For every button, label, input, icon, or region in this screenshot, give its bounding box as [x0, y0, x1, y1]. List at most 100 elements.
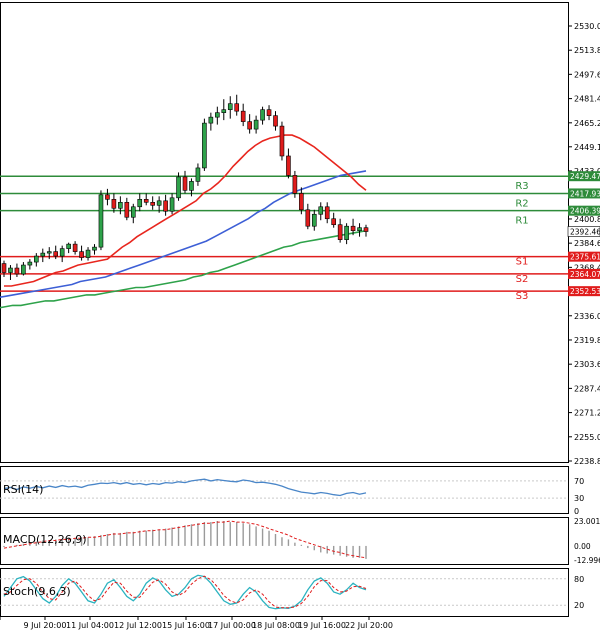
candle: [1, 260, 7, 278]
candle: [234, 94, 240, 116]
candle: [311, 209, 317, 231]
candle: [137, 193, 143, 212]
candle-body-up: [344, 225, 349, 240]
candle: [279, 121, 285, 161]
candle: [202, 118, 207, 171]
candle: [189, 178, 194, 197]
y-tick-label: 2368.45: [574, 263, 600, 272]
candle: [14, 263, 20, 278]
candle-body-down: [182, 176, 188, 191]
candle-body-down: [331, 218, 336, 226]
level-price-box: [568, 205, 600, 216]
candle-body-up: [221, 109, 227, 113]
candle: [21, 262, 26, 276]
candle-body-up: [357, 227, 362, 231]
level-price-label: 2429.47: [570, 172, 600, 181]
candle-body-down: [72, 243, 78, 252]
candle-body-down: [240, 110, 246, 122]
candle: [363, 224, 369, 237]
candle-body-down: [350, 225, 356, 231]
candle: [27, 259, 33, 270]
candle-body-up: [195, 167, 201, 182]
y-tick-label: 2530.00: [574, 22, 600, 31]
candle: [292, 170, 298, 198]
candle: [182, 170, 188, 194]
candle: [247, 114, 252, 134]
candle-body-up: [21, 264, 26, 275]
macd-label: MACD(12,26,9): [3, 533, 87, 546]
candle-body-down: [363, 227, 369, 232]
candle-body-down: [234, 103, 240, 112]
level-price-box: [568, 286, 600, 297]
candle-body-up: [40, 252, 46, 257]
candle: [253, 115, 259, 134]
candle-body-up: [215, 112, 220, 118]
level-price-label: 2406.39: [570, 207, 600, 216]
x-tick-label: 17 Jul 00:00: [208, 621, 256, 630]
level-price-label: 2417.93: [570, 189, 600, 198]
candle: [85, 247, 91, 261]
panel-frame-main: [0, 2, 569, 463]
candle-body-up: [227, 103, 233, 110]
rsi-tick-label: 0: [574, 507, 579, 516]
y-tick-label: 2497.65: [574, 70, 600, 79]
candle: [357, 223, 362, 237]
level-price-box: [568, 171, 600, 182]
candle-body-up: [92, 246, 97, 251]
candle: [53, 245, 59, 260]
candle-body-up: [169, 197, 175, 212]
x-tick-label: 15 Jul 16:00: [162, 621, 210, 630]
candle-body-down: [143, 199, 149, 203]
candle: [266, 105, 272, 121]
candle-body-up: [66, 243, 71, 249]
candle-body-up: [156, 200, 162, 206]
ma-line-red: [4, 134, 367, 287]
candle: [111, 193, 117, 213]
candle: [98, 190, 104, 251]
x-tick-label: 18 Jul 08:00: [252, 621, 300, 630]
candle-body-down: [273, 115, 278, 127]
stoch-k-line: [3, 574, 367, 610]
candle: [79, 245, 84, 261]
candle: [34, 253, 39, 267]
candle-body-down: [1, 263, 7, 273]
level-name-s2: S2: [516, 274, 529, 285]
candle: [105, 188, 110, 206]
candle-body-up: [27, 261, 33, 266]
y-tick-label: 2303.65: [574, 360, 600, 369]
candle-body-up: [260, 109, 265, 121]
y-tick-label: 2465.20: [574, 119, 600, 128]
candle: [72, 241, 78, 255]
x-tick-label: 22 Jul 20:00: [345, 621, 393, 630]
candle-body-down: [79, 251, 84, 258]
candle: [350, 218, 356, 236]
candle: [208, 112, 214, 131]
candle-body-down: [163, 200, 168, 212]
candle-body-down: [337, 224, 343, 240]
panel-frame-macd: [0, 517, 569, 565]
candle-body-up: [130, 206, 136, 218]
level-price-label: 2352.53: [570, 287, 600, 296]
candle: [46, 247, 52, 260]
level-name-s1: S1: [516, 257, 529, 268]
macd-tick-label: 0.00: [574, 542, 591, 551]
stoch-d-line: [3, 575, 367, 609]
candle-body-up: [311, 213, 317, 227]
level-price-box: [568, 188, 600, 199]
axes: 2530.00 2513.80 2497.65 2481.40 2465.20 2449.…: [0, 22, 600, 630]
y-tick-label: 2336.05: [574, 312, 600, 321]
y-tick-label: 2287.45: [574, 384, 600, 393]
y-tick-label: 2319.85: [574, 336, 600, 345]
candle-body-down: [14, 267, 20, 275]
candle-body-up: [46, 251, 52, 254]
panel-frames: [0, 2, 569, 617]
panel-frame-stoch: [0, 568, 569, 617]
macd-tick-label: 23.001: [574, 517, 600, 526]
y-tick-label: 2400.85: [574, 215, 600, 224]
candle-body-down: [292, 175, 298, 194]
candle: [344, 223, 349, 245]
macd-signal-line: [3, 520, 367, 559]
candle-body-down: [150, 202, 155, 206]
rsi-tick-label: 30: [574, 494, 584, 503]
